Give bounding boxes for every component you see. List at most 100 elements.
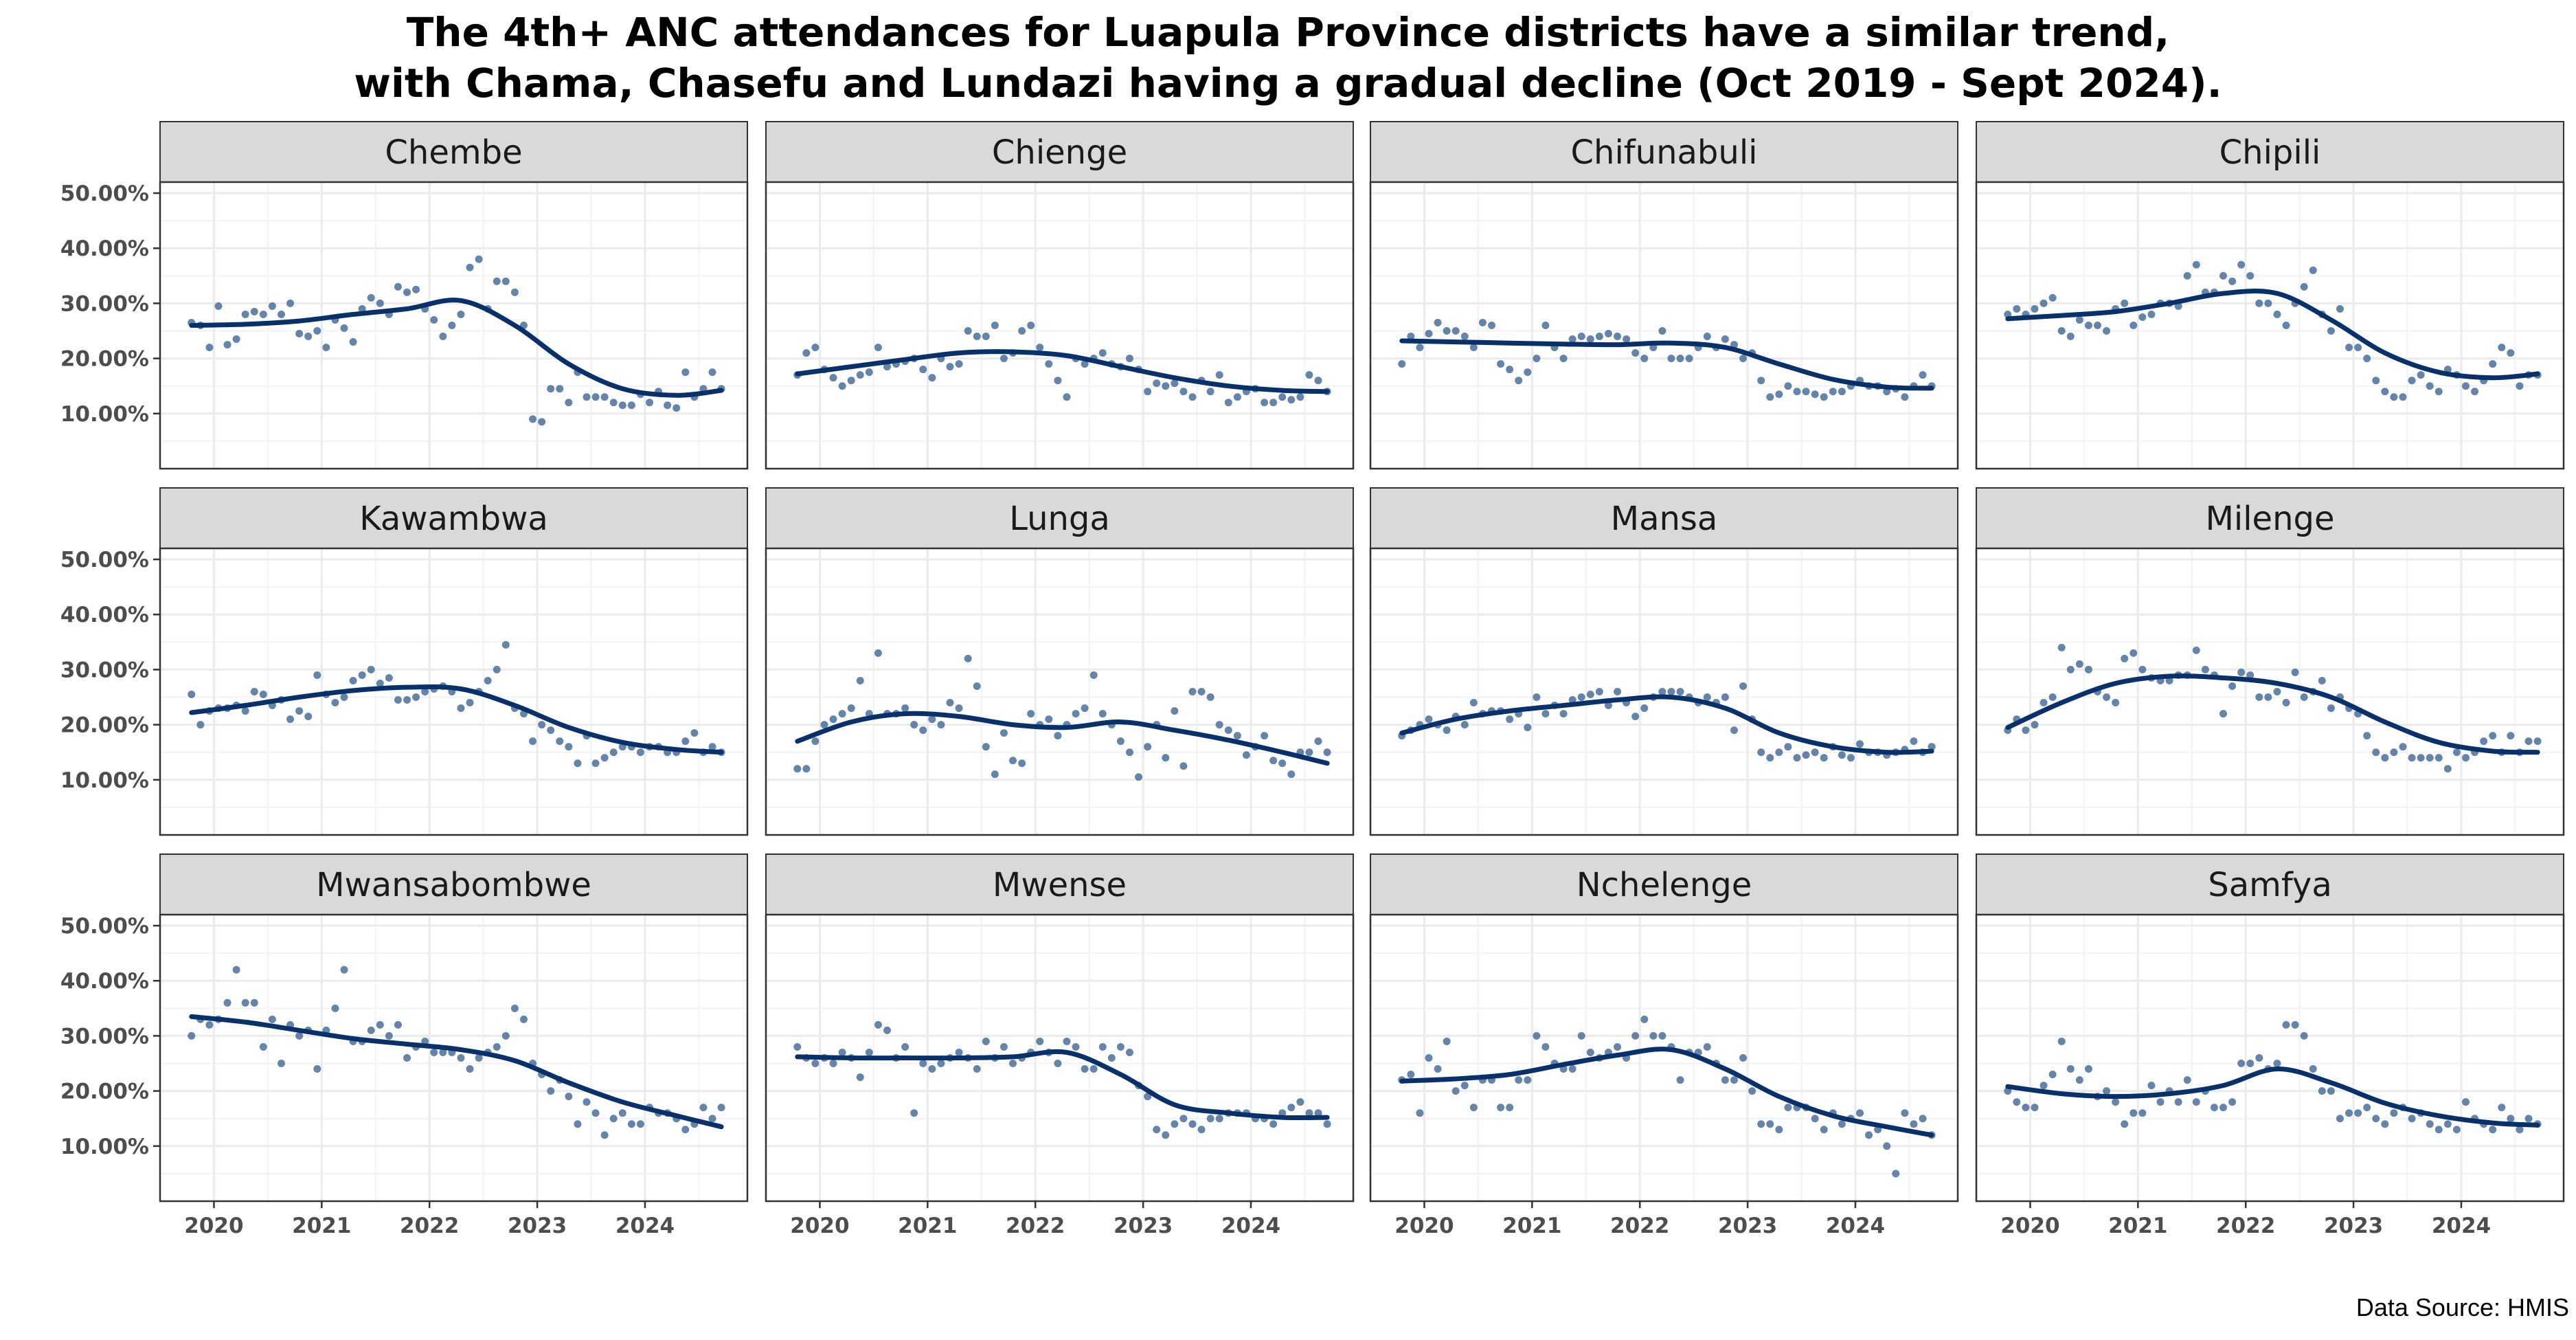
data-point [1425, 1054, 1433, 1062]
data-point [2264, 693, 2272, 702]
data-point [1604, 702, 1612, 710]
data-point [2336, 304, 2344, 313]
data-point [1215, 721, 1223, 729]
data-point [2390, 1109, 2398, 1117]
data-point [946, 699, 954, 707]
data-point [466, 699, 474, 707]
facet-strip [765, 121, 1354, 183]
data-point [1757, 1120, 1765, 1128]
data-point [955, 704, 963, 713]
data-point [376, 679, 384, 687]
data-point [1269, 1120, 1278, 1128]
data-point [1179, 388, 1188, 396]
data-point [1063, 1037, 1071, 1045]
facet-panel-mwansabombwe: Mwansabombwe 10.00% 20.00% 30.00% 40.00% 50.0… [60, 853, 749, 1238]
data-point [1314, 1109, 1322, 1117]
data-point [673, 404, 681, 412]
data-point [1036, 1037, 1044, 1045]
data-point [340, 324, 348, 333]
data-point [1305, 371, 1313, 379]
data-point [556, 737, 564, 746]
data-point [1559, 355, 1568, 363]
data-point [2210, 1104, 2218, 1112]
data-point [1676, 355, 1684, 363]
data-point [2462, 382, 2470, 390]
x-tick-label: 2024 [2432, 1214, 2491, 1238]
data-point [2174, 1098, 2182, 1106]
data-point [493, 277, 501, 285]
data-source-caption: Data Source: HMIS [2355, 1293, 2569, 1321]
data-point [565, 743, 573, 751]
data-point [1287, 1104, 1296, 1112]
data-point [295, 330, 304, 338]
data-point [493, 1042, 501, 1051]
data-point [2075, 315, 2083, 324]
data-point [1541, 1042, 1550, 1051]
y-tick-label: 30.00% [60, 658, 149, 682]
data-point [412, 693, 420, 702]
facet-strip-label: Mwense [993, 866, 1127, 904]
data-point [1595, 333, 1603, 341]
data-point [1098, 349, 1107, 357]
data-point [466, 263, 474, 271]
data-point [955, 1048, 963, 1056]
data-point [574, 1120, 582, 1128]
data-point [2507, 732, 2515, 740]
data-point [1703, 693, 1711, 702]
x-tick-label: 2023 [1114, 1214, 1173, 1238]
data-point [1838, 1120, 1846, 1128]
data-point [1559, 710, 1568, 718]
data-point [1153, 1126, 1161, 1134]
data-point [1162, 754, 1170, 762]
x-tick-label: 2023 [508, 1214, 567, 1238]
data-point [2246, 271, 2255, 280]
data-point [1125, 1048, 1133, 1056]
data-point [708, 368, 716, 377]
data-point [1577, 1031, 1585, 1040]
data-point [2040, 1082, 2048, 1090]
data-point [1515, 377, 1523, 385]
data-point [874, 344, 882, 352]
y-tick-label: 50.00% [60, 914, 149, 939]
data-point [1125, 355, 1133, 363]
data-point [1775, 390, 1783, 399]
data-point [1215, 371, 1223, 379]
data-point [1829, 388, 1837, 396]
facet-strip [159, 487, 748, 549]
data-point [2066, 1065, 2075, 1073]
data-point [448, 322, 456, 329]
data-point [1586, 335, 1594, 344]
data-point [2237, 1060, 2246, 1068]
data-point [1135, 773, 1143, 781]
data-point [2524, 737, 2533, 746]
data-point [2434, 754, 2443, 762]
data-point [1063, 393, 1071, 401]
data-point [919, 726, 927, 735]
data-point [1604, 330, 1612, 338]
data-point [2282, 1020, 2290, 1029]
y-tick-label: 50.00% [60, 181, 149, 206]
panel-border [765, 913, 1355, 1203]
data-point [636, 748, 644, 757]
data-point [313, 1065, 321, 1073]
data-point [838, 1048, 846, 1056]
data-point [1278, 1109, 1287, 1117]
data-point [214, 302, 223, 310]
chart-title-line-1: The 4th+ ANC attendances for Luapula Pro… [406, 9, 2170, 56]
data-point [250, 688, 258, 695]
data-point [1107, 1054, 1116, 1062]
trend-line [795, 349, 1330, 394]
data-point [1116, 1042, 1125, 1051]
data-point [1667, 688, 1675, 695]
data-point [910, 1109, 918, 1117]
data-point [2462, 754, 2470, 762]
data-point [1443, 726, 1451, 735]
data-point [2390, 393, 2398, 401]
data-point [2129, 649, 2138, 657]
data-point [1721, 335, 1729, 344]
data-point [403, 288, 411, 296]
x-tick-label: 2020 [2000, 1214, 2059, 1238]
data-point [1233, 393, 1241, 401]
data-point [1685, 355, 1693, 363]
data-point [1460, 333, 1469, 341]
